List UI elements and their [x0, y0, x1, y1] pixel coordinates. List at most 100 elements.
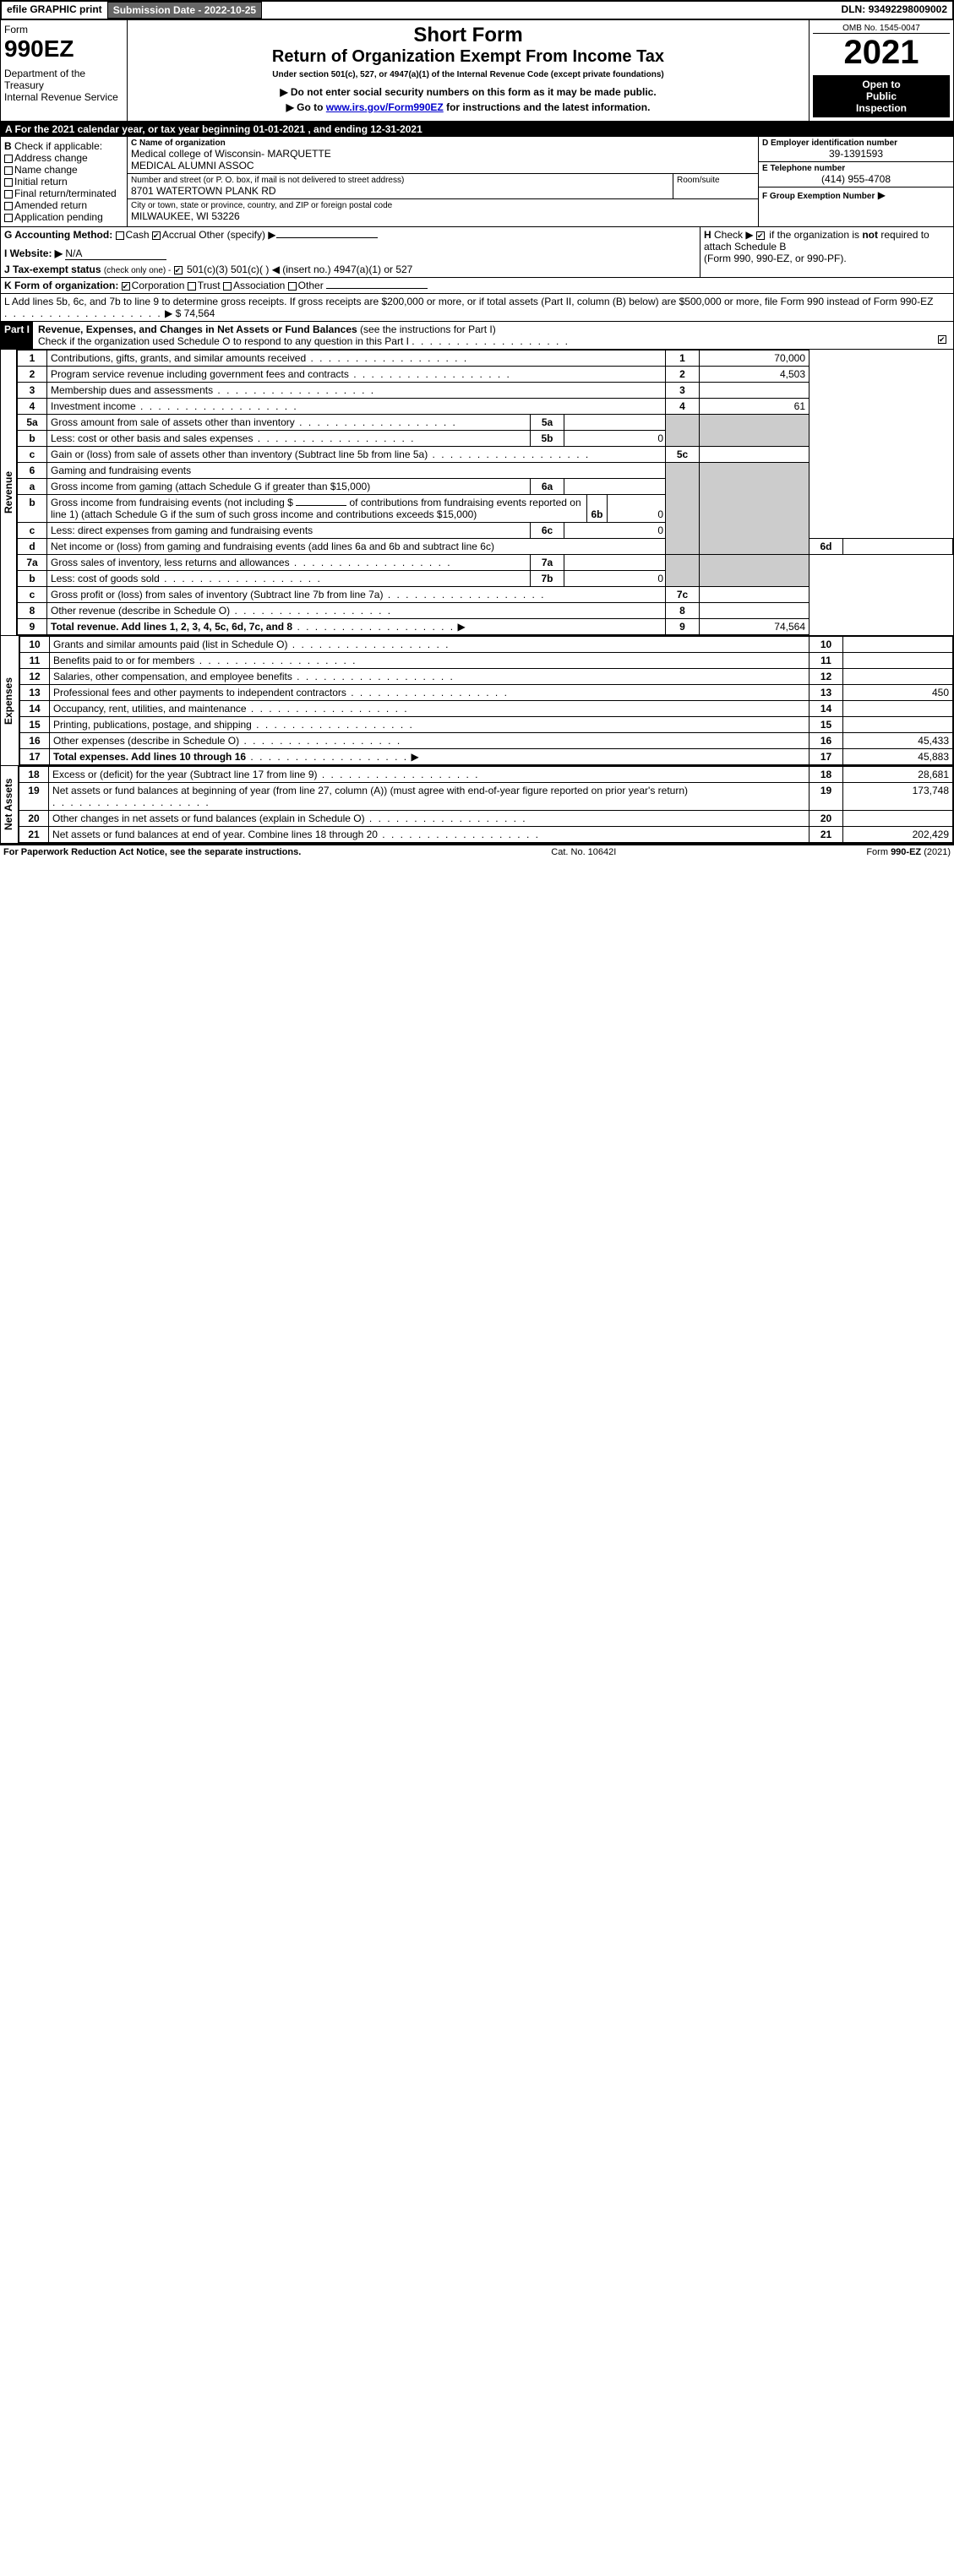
form-word: Form — [4, 24, 123, 35]
page-footer: For Paperwork Reduction Act Notice, see … — [0, 844, 954, 859]
website: N/A — [65, 247, 166, 260]
checkbox-icon[interactable] — [4, 190, 13, 198]
b-opt-address: Address change — [4, 152, 123, 164]
line-7a: 7aGross sales of inventory, less returns… — [18, 555, 953, 571]
part-i-header: Part I Revenue, Expenses, and Changes in… — [0, 322, 954, 350]
b-opt-pending: Application pending — [4, 211, 123, 223]
line-17: 17Total expenses. Add lines 10 through 1… — [20, 749, 953, 765]
form-number: 990EZ — [4, 35, 123, 62]
tax-year: 2021 — [813, 34, 950, 72]
dept-line1: Department of the Treasury — [4, 68, 123, 91]
section-gh: G Accounting Method: Cash Accrual Other … — [0, 227, 954, 278]
short-form-title: Short Form — [131, 24, 805, 47]
section-l: L Add lines 5b, 6c, and 7b to line 9 to … — [0, 294, 954, 322]
submission-date-btn[interactable]: Submission Date - 2022-10-25 — [107, 2, 262, 19]
line-21: 21Net assets or fund balances at end of … — [19, 827, 953, 843]
org-info-block: B Check if applicable: Address change Na… — [0, 137, 954, 227]
section-i: I Website: ▶ N/A — [4, 247, 696, 260]
bullet-goto: ▶ Go to www.irs.gov/Form990EZ for instru… — [131, 101, 805, 113]
form-header: Form 990EZ Department of the Treasury In… — [0, 20, 954, 122]
form-title-block: Short Form Return of Organization Exempt… — [128, 20, 810, 121]
revenue-label: Revenue — [1, 350, 16, 635]
line-6a: aGross income from gaming (attach Schedu… — [18, 479, 953, 495]
org-name1: Medical college of Wisconsin- MARQUETTE — [131, 148, 755, 160]
form-id-block: Form 990EZ Department of the Treasury In… — [1, 20, 128, 121]
top-bar: efile GRAPHIC print Submission Date - 20… — [0, 0, 954, 20]
omb: OMB No. 1545-0047 — [813, 24, 950, 34]
checkbox-icon[interactable] — [288, 282, 297, 291]
checkbox-icon[interactable] — [152, 231, 161, 240]
checkbox-icon[interactable] — [122, 282, 130, 291]
line-8: 8Other revenue (describe in Schedule O)8 — [18, 603, 953, 619]
efile-label: efile GRAPHIC print — [2, 2, 107, 19]
b-opt-initial: Initial return — [4, 176, 123, 187]
part-label: Part I — [1, 322, 33, 349]
irs-link[interactable]: www.irs.gov/Form990EZ — [326, 101, 444, 113]
phone: (414) 955-4708 — [762, 173, 950, 185]
line-3: 3Membership dues and assessments3 — [18, 383, 953, 399]
checkbox-icon[interactable] — [4, 214, 13, 222]
cat-no: Cat. No. 10642I — [551, 847, 616, 857]
city-label: City or town, state or province, country… — [131, 201, 755, 210]
checkbox-icon[interactable] — [4, 155, 13, 163]
addr-label: Number and street (or P. O. box, if mail… — [131, 176, 669, 185]
checkbox-icon[interactable] — [4, 178, 13, 187]
line-4: 4Investment income461 — [18, 399, 953, 415]
line-19: 19Net assets or fund balances at beginni… — [19, 783, 953, 811]
line-5c: cGain or (loss) from sale of assets othe… — [18, 447, 953, 463]
line-15: 15Printing, publications, postage, and s… — [20, 717, 953, 733]
line-6b: bGross income from fundraising events (n… — [18, 495, 953, 523]
line-6d: dNet income or (loss) from gaming and fu… — [18, 539, 953, 555]
bullet-ssn: ▶ Do not enter social security numbers o… — [131, 86, 805, 98]
checkbox-icon[interactable] — [938, 335, 946, 344]
section-g: G Accounting Method: Cash Accrual Other … — [1, 227, 700, 277]
checkbox-icon[interactable] — [174, 266, 183, 274]
expenses-block: Expenses 10Grants and similar amounts pa… — [0, 636, 954, 766]
b-opt-name: Name change — [4, 164, 123, 176]
section-j: J Tax-exempt status (check only one) - 5… — [4, 264, 696, 275]
line-5b: bLess: cost or other basis and sales exp… — [18, 431, 953, 447]
line-9: 9Total revenue. Add lines 1, 2, 3, 4, 5c… — [18, 619, 953, 635]
checkbox-icon[interactable] — [116, 231, 124, 240]
checkbox-icon[interactable] — [4, 202, 13, 210]
org-name2: MEDICAL ALUMNI ASSOC — [131, 160, 755, 171]
netassets-block: Net Assets 18Excess or (deficit) for the… — [0, 766, 954, 844]
expenses-table: 10Grants and similar amounts paid (list … — [19, 636, 953, 765]
c-label: C Name of organization — [131, 139, 755, 148]
f-label: F Group Exemption Number — [762, 192, 875, 201]
checkbox-icon[interactable] — [223, 282, 232, 291]
subtitle: Under section 501(c), 527, or 4947(a)(1)… — [131, 70, 805, 79]
org-address: 8701 WATERTOWN PLANK RD — [131, 185, 669, 197]
e-label: E Telephone number — [762, 164, 950, 173]
line-6: 6Gaming and fundraising events — [18, 463, 953, 479]
section-h: H Check ▶ if the organization is not req… — [700, 227, 953, 277]
line-7c: cGross profit or (loss) from sales of in… — [18, 587, 953, 603]
section-labels: Revenue — [1, 350, 17, 635]
open-to-public: Open to Public Inspection — [813, 75, 950, 117]
checkbox-icon[interactable] — [188, 282, 196, 291]
line-11: 11Benefits paid to or for members11 — [20, 653, 953, 669]
return-title: Return of Organization Exempt From Incom… — [131, 47, 805, 67]
netassets-label: Net Assets — [1, 766, 16, 843]
part-i-body: Revenue 1Contributions, gifts, grants, a… — [0, 350, 954, 636]
line-5a: 5aGross amount from sale of assets other… — [18, 415, 953, 431]
checkbox-icon[interactable] — [756, 231, 765, 240]
b-opt-amended: Amended return — [4, 199, 123, 211]
form-ref: Form 990-EZ (2021) — [866, 847, 951, 857]
line-6c: cLess: direct expenses from gaming and f… — [18, 523, 953, 539]
section-c: C Name of organization Medical college o… — [128, 137, 759, 226]
expenses-label: Expenses — [1, 636, 16, 765]
line-18: 18Excess or (deficit) for the year (Subt… — [19, 767, 953, 783]
netassets-table: 18Excess or (deficit) for the year (Subt… — [19, 766, 953, 843]
line-14: 14Occupancy, rent, utilities, and mainte… — [20, 701, 953, 717]
arrow-icon: ▶ — [457, 621, 465, 633]
year-block: OMB No. 1545-0047 2021 Open to Public In… — [810, 20, 953, 121]
ein: 39-1391593 — [762, 148, 950, 160]
section-b: B Check if applicable: Address change Na… — [1, 137, 128, 226]
d-label: D Employer identification number — [762, 139, 950, 148]
b-opt-final: Final return/terminated — [4, 187, 123, 199]
checkbox-icon[interactable] — [4, 166, 13, 175]
dln: DLN: 93492298009002 — [837, 2, 952, 19]
gross-receipts: 74,564 — [184, 307, 215, 319]
line-12: 12Salaries, other compensation, and empl… — [20, 669, 953, 685]
